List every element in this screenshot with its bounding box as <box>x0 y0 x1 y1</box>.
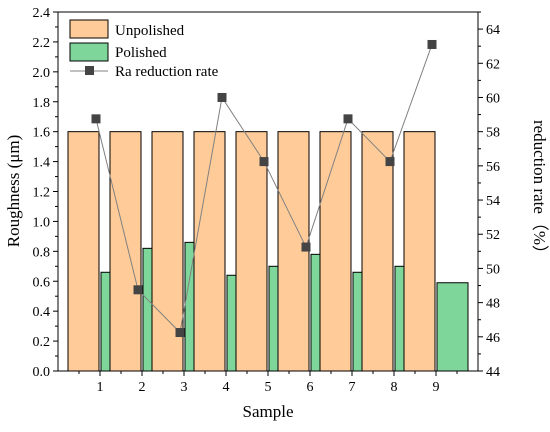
bar-unpolished <box>109 131 142 372</box>
x-tick-label: 6 <box>307 380 314 395</box>
reduction-rate-point <box>133 285 143 295</box>
bars-layer <box>67 131 469 372</box>
right-tick-label: 64 <box>486 23 500 38</box>
x-tick-label: 1 <box>97 380 104 395</box>
left-tick-label: 1.8 <box>33 96 51 111</box>
x-tick-label: 7 <box>349 380 356 395</box>
left-tick-label: 0.2 <box>33 335 51 350</box>
x-tick-label: 5 <box>265 380 272 395</box>
right-tick-label: 60 <box>486 91 500 106</box>
reduction-rate-point <box>343 114 353 124</box>
left-axis-label: Roughness (μm) <box>4 135 23 248</box>
bar-polished <box>436 282 469 372</box>
left-tick-label: 0.8 <box>33 245 51 260</box>
bar-unpolished <box>235 131 268 372</box>
bar-unpolished <box>319 131 352 372</box>
x-tick-label: 3 <box>181 380 188 395</box>
bar-unpolished <box>67 131 100 372</box>
reduction-rate-point <box>91 114 101 124</box>
x-tick-label: 9 <box>433 380 440 395</box>
reduction-rate-point <box>175 328 185 338</box>
legend-swatch-polished <box>69 42 109 62</box>
x-axis: 1 2 3 4 5 6 7 8 9 <box>78 371 458 395</box>
left-tick-label: 2.0 <box>33 66 51 81</box>
right-axis-label: reduction rate（%） <box>530 120 549 262</box>
line-layer <box>91 39 437 338</box>
right-tick-label: 62 <box>486 57 500 72</box>
left-axis: 0.0 0.2 0.4 0.6 0.8 1.0 1.2 1.4 1.6 1.8 2.0 2.2 2.4 <box>33 6 58 380</box>
x-tick-label: 4 <box>223 380 230 395</box>
reduction-rate-point <box>427 39 437 49</box>
legend-swatch-unpolished <box>69 19 109 39</box>
left-tick-label: 1.0 <box>33 215 51 230</box>
right-tick-label: 44 <box>486 365 500 380</box>
right-tick-label: 46 <box>486 331 500 346</box>
reduction-rate-point <box>385 157 395 167</box>
reduction-rate-point <box>301 242 311 252</box>
x-axis-label: Sample <box>243 402 294 421</box>
left-tick-label: 0.4 <box>33 305 51 320</box>
right-axis: 44 46 48 50 52 54 56 58 60 62 64 <box>478 11 500 380</box>
bar-unpolished <box>403 131 436 372</box>
x-tick-label: 2 <box>139 380 146 395</box>
legend: Unpolished Polished Ra reduction rate <box>69 19 219 80</box>
left-tick-label: 0.6 <box>33 275 51 290</box>
bar-unpolished <box>361 131 394 372</box>
left-tick-label: 1.2 <box>33 186 51 201</box>
right-tick-label: 56 <box>486 160 500 175</box>
left-tick-label: 2.2 <box>33 36 51 51</box>
left-tick-label: 2.4 <box>33 6 51 21</box>
right-tick-label: 54 <box>486 194 500 209</box>
right-tick-label: 52 <box>486 228 500 243</box>
x-tick-label: 8 <box>391 380 398 395</box>
right-tick-label: 58 <box>486 126 500 141</box>
left-tick-label: 1.6 <box>33 126 51 141</box>
legend-label-unpolished: Unpolished <box>115 23 185 39</box>
right-tick-label: 50 <box>486 262 500 277</box>
left-tick-label: 0.0 <box>33 365 51 380</box>
left-tick-label: 1.4 <box>33 156 51 171</box>
reduction-rate-point <box>217 92 227 102</box>
reduction-rate-point <box>259 157 269 167</box>
legend-label-reduction-rate: Ra reduction rate <box>115 64 219 80</box>
right-tick-label: 48 <box>486 297 500 312</box>
legend-marker-reduction-rate <box>85 66 94 75</box>
legend-label-polished: Polished <box>115 45 167 61</box>
